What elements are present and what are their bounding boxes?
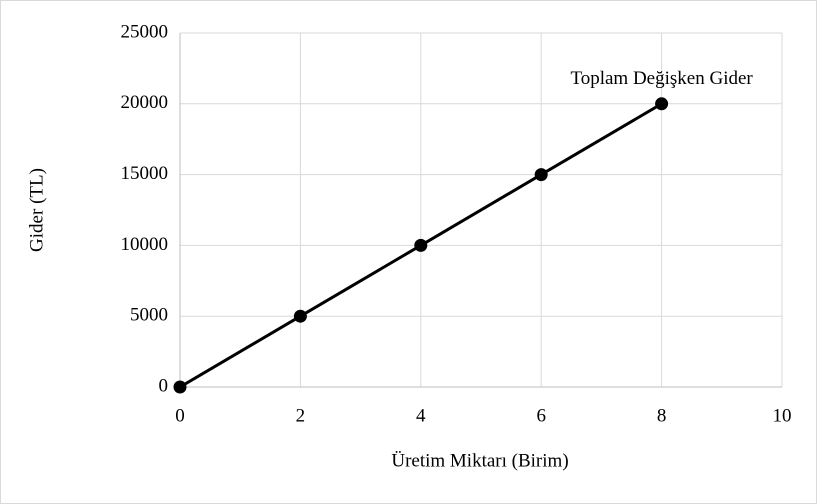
x-tick-label: 8	[657, 405, 667, 426]
data-point	[173, 380, 187, 394]
y-tick-label: 20000	[121, 92, 169, 113]
y-tick-label: 10000	[121, 234, 169, 255]
data-point	[655, 97, 669, 111]
data-point	[534, 168, 548, 182]
x-tick-label: 4	[416, 405, 426, 426]
x-tick-label: 10	[773, 405, 792, 426]
y-tick-label: 15000	[121, 163, 169, 184]
data-point	[293, 309, 307, 323]
y-tick-label: 5000	[130, 305, 168, 326]
y-tick-label: 25000	[121, 21, 169, 42]
y-axis-label: Gider (TL)	[26, 168, 47, 252]
data-point	[414, 238, 428, 252]
y-tick-label: 0	[159, 375, 169, 396]
x-tick-label: 0	[175, 405, 185, 426]
x-tick-label: 2	[296, 405, 306, 426]
x-tick-label: 6	[536, 405, 546, 426]
series-label: Toplam Değişken Gider	[570, 68, 753, 89]
x-axis-label: Üretim Miktarı (Birim)	[391, 450, 568, 471]
